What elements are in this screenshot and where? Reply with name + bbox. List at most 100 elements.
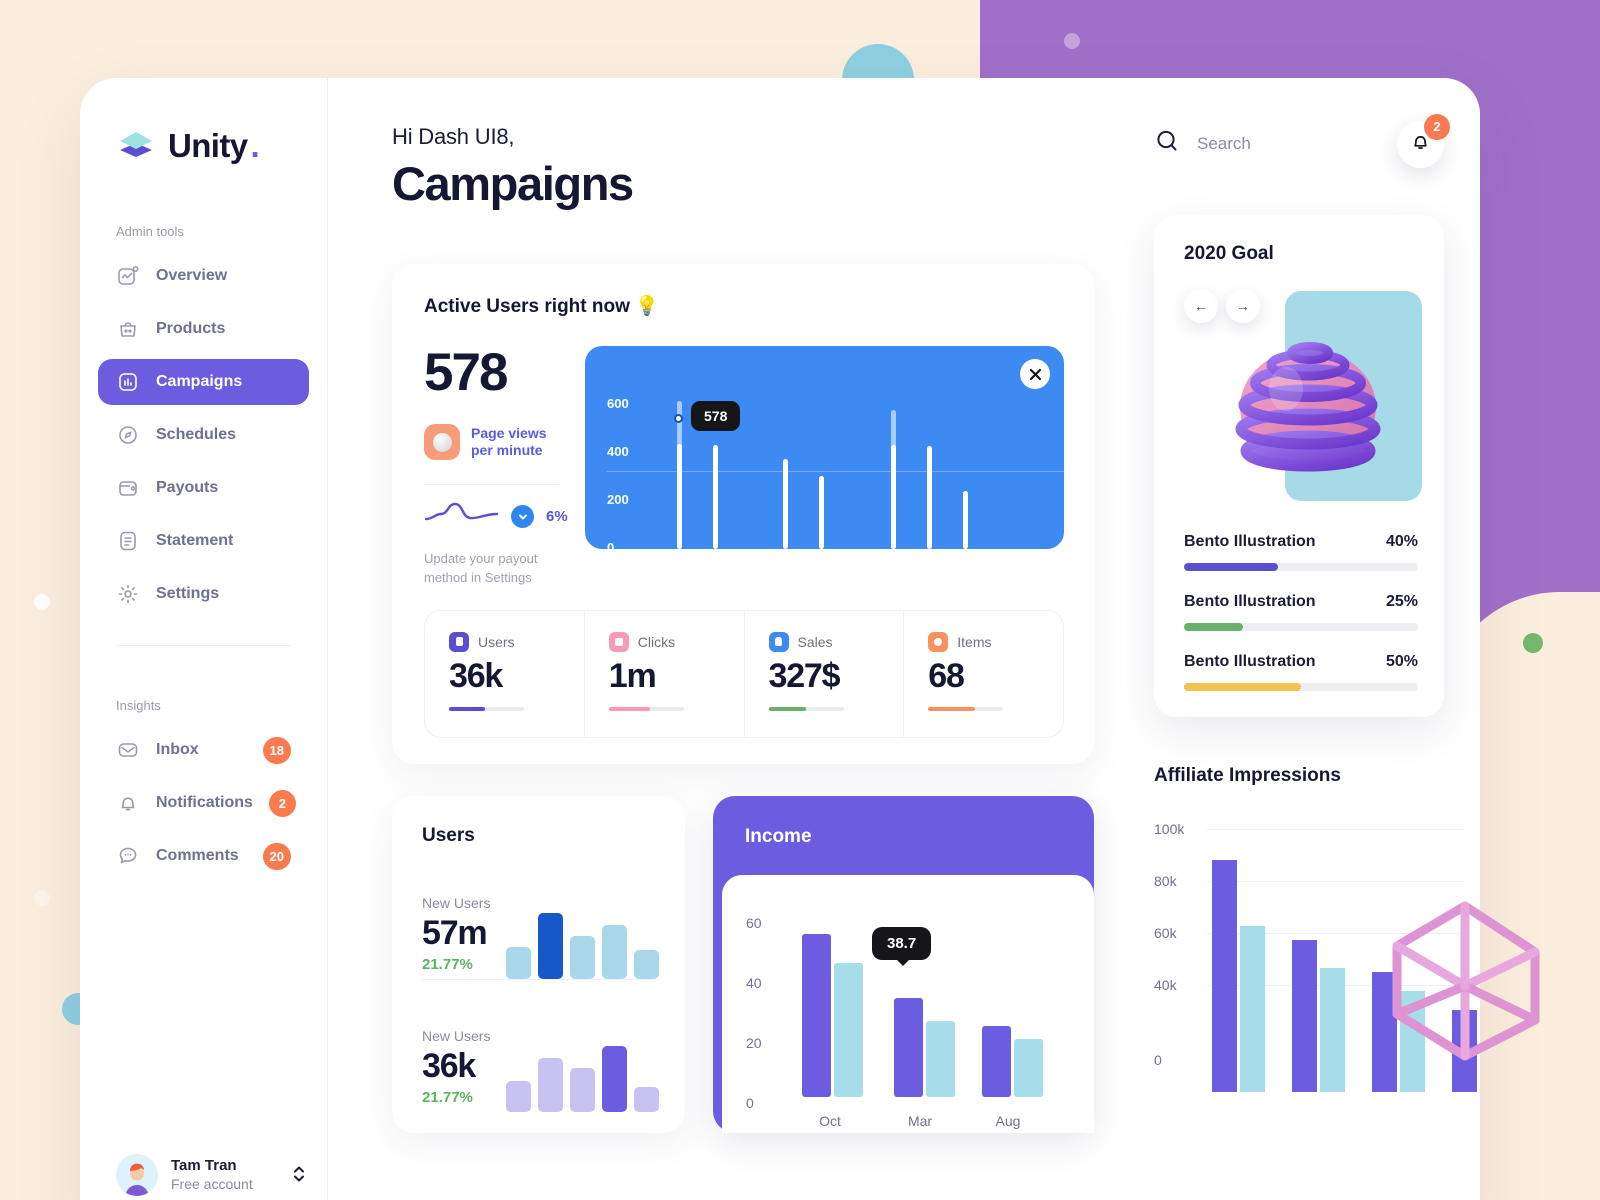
pageviews-knob-icon <box>424 424 460 460</box>
goal-item-pct: 50% <box>1385 653 1418 670</box>
document-icon <box>116 529 140 553</box>
stat-progress-track <box>608 706 684 711</box>
chart-bar <box>602 1045 627 1112</box>
search-icon <box>1154 128 1181 160</box>
chart-bar <box>634 1086 659 1112</box>
up-down-chevron-icon[interactable] <box>292 1163 306 1187</box>
items-square-icon <box>928 631 949 652</box>
y-tick: 600 <box>607 396 629 411</box>
sidebar-divider <box>116 645 291 646</box>
sidebar-item-notifications[interactable]: Notifications 2 <box>98 780 309 826</box>
goal-progress-track <box>1184 563 1418 571</box>
y-tick: 80k <box>1154 873 1177 889</box>
y-tick: 60 <box>746 914 762 931</box>
x-tick: Mar <box>907 1112 933 1129</box>
sidebar-item-products[interactable]: Products <box>98 306 309 352</box>
active-users-card: Active Users right now 💡 578 Page views … <box>392 264 1094 764</box>
sidebar-item-statement[interactable]: Statement <box>98 518 309 564</box>
y-tick: 400 <box>607 444 629 459</box>
arrow-right-icon[interactable]: → <box>1226 289 1260 323</box>
users-row-value: 36k <box>422 1046 476 1085</box>
y-tick: 0 <box>607 540 615 555</box>
chart-bar <box>894 997 923 1097</box>
goal-item: Bento Illustration 25% <box>1184 593 1418 631</box>
chart-bar <box>677 444 682 549</box>
chart-tooltip: 38.7 <box>872 926 932 966</box>
decor-dot-white-2 <box>34 890 50 906</box>
envelope-icon <box>116 738 140 762</box>
sidebar-item-payouts[interactable]: Payouts <box>98 465 309 511</box>
user-profile[interactable]: Tam Tran Free account <box>80 1154 328 1196</box>
sidebar-item-schedules[interactable]: Schedules <box>98 412 309 458</box>
sidebar-badge-comments: 20 <box>262 842 291 870</box>
payout-hint: Update your payout method in Settings <box>424 550 559 588</box>
arrow-left-icon[interactable]: ← <box>1184 289 1218 323</box>
chart-bar <box>926 1020 955 1097</box>
sidebar-item-comments[interactable]: Comments 20 <box>98 833 309 879</box>
sidebar-item-inbox[interactable]: Inbox 18 <box>98 727 309 773</box>
chart-bar <box>506 946 531 979</box>
users-row-delta: 21.77% <box>422 1088 473 1106</box>
chart-bar <box>834 962 863 1097</box>
sales-square-icon <box>768 631 789 652</box>
clicks-square-icon <box>608 631 629 652</box>
chart-bar <box>802 933 831 1097</box>
users-row-label: New Users <box>422 894 491 911</box>
goal-item-label: Bento Illustration <box>1184 533 1316 550</box>
sidebar-item-label: Notifications <box>156 794 253 811</box>
y-tick: 0 <box>1154 1052 1162 1068</box>
payout-hint-line2: method in Settings <box>424 569 532 585</box>
chart-y-axis: 100k 80k 60k 40k 0 <box>1154 821 1200 1092</box>
close-icon[interactable] <box>1020 359 1050 389</box>
chart-bar <box>1320 968 1345 1092</box>
income-chart: 60 40 20 0 <box>722 874 1094 1133</box>
bottom-row: Users New Users 57m 21.77% <box>392 795 1094 1133</box>
stats-strip: Users 36k Clicks 1m Sales <box>424 609 1064 738</box>
chat-bubble-icon <box>116 844 140 868</box>
pageviews-label-line2: per minute <box>471 442 543 458</box>
chart-tooltip: 578 <box>691 401 741 431</box>
divider <box>424 484 559 485</box>
stat-label: Users <box>478 633 515 650</box>
goal-item: Bento Illustration 50% <box>1184 653 1418 691</box>
sidebar-item-settings[interactable]: Settings <box>98 571 309 617</box>
bell-icon <box>116 791 140 815</box>
sidebar-item-overview[interactable]: Overview <box>98 253 309 299</box>
layers-icon <box>116 124 156 169</box>
income-card-title: Income <box>745 825 812 847</box>
x-tick: Oct <box>819 1112 841 1129</box>
stat-users: Users 36k <box>425 611 584 737</box>
goal-hero: ← → <box>1184 283 1422 511</box>
chart-point-marker <box>674 414 683 423</box>
goal-card-title: 2020 Goal <box>1184 243 1274 264</box>
notifications-button[interactable]: 2 <box>1397 113 1450 168</box>
users-row: New Users 36k 21.77% <box>422 980 659 1112</box>
stat-progress-track <box>768 706 844 711</box>
goal-progress-track <box>1184 683 1418 691</box>
goal-item-pct: 25% <box>1385 593 1418 610</box>
brand[interactable]: Unity . <box>80 120 327 172</box>
chart-bar <box>602 924 627 979</box>
sidebar-item-label: Statement <box>156 532 234 549</box>
search-input[interactable]: Search <box>1154 128 1397 160</box>
app-window: Unity . Admin tools Overview Products <box>80 78 1480 1200</box>
stat-label: Sales <box>797 633 833 650</box>
chart-frame-icon <box>116 264 140 288</box>
sparkline-icon <box>424 501 499 532</box>
gear-icon <box>116 582 140 606</box>
chart-bar <box>891 445 896 549</box>
sidebar-item-label: Schedules <box>156 426 237 443</box>
brand-name: Unity <box>168 127 248 164</box>
chart-y-axis: 60 40 20 0 <box>746 899 782 1133</box>
chart-bar <box>538 1057 563 1112</box>
goal-item-label: Bento Illustration <box>1184 653 1316 670</box>
3d-sphere-icon <box>1229 319 1387 477</box>
sidebar-item-label: Payouts <box>156 479 219 496</box>
stat-progress-track <box>928 706 1004 711</box>
y-tick: 40 <box>746 974 762 991</box>
y-tick: 60k <box>1154 925 1177 941</box>
wallet-icon <box>116 476 140 500</box>
compass-icon <box>116 423 140 447</box>
chart-bar <box>982 1025 1011 1097</box>
sidebar-item-campaigns[interactable]: Campaigns <box>98 359 309 405</box>
